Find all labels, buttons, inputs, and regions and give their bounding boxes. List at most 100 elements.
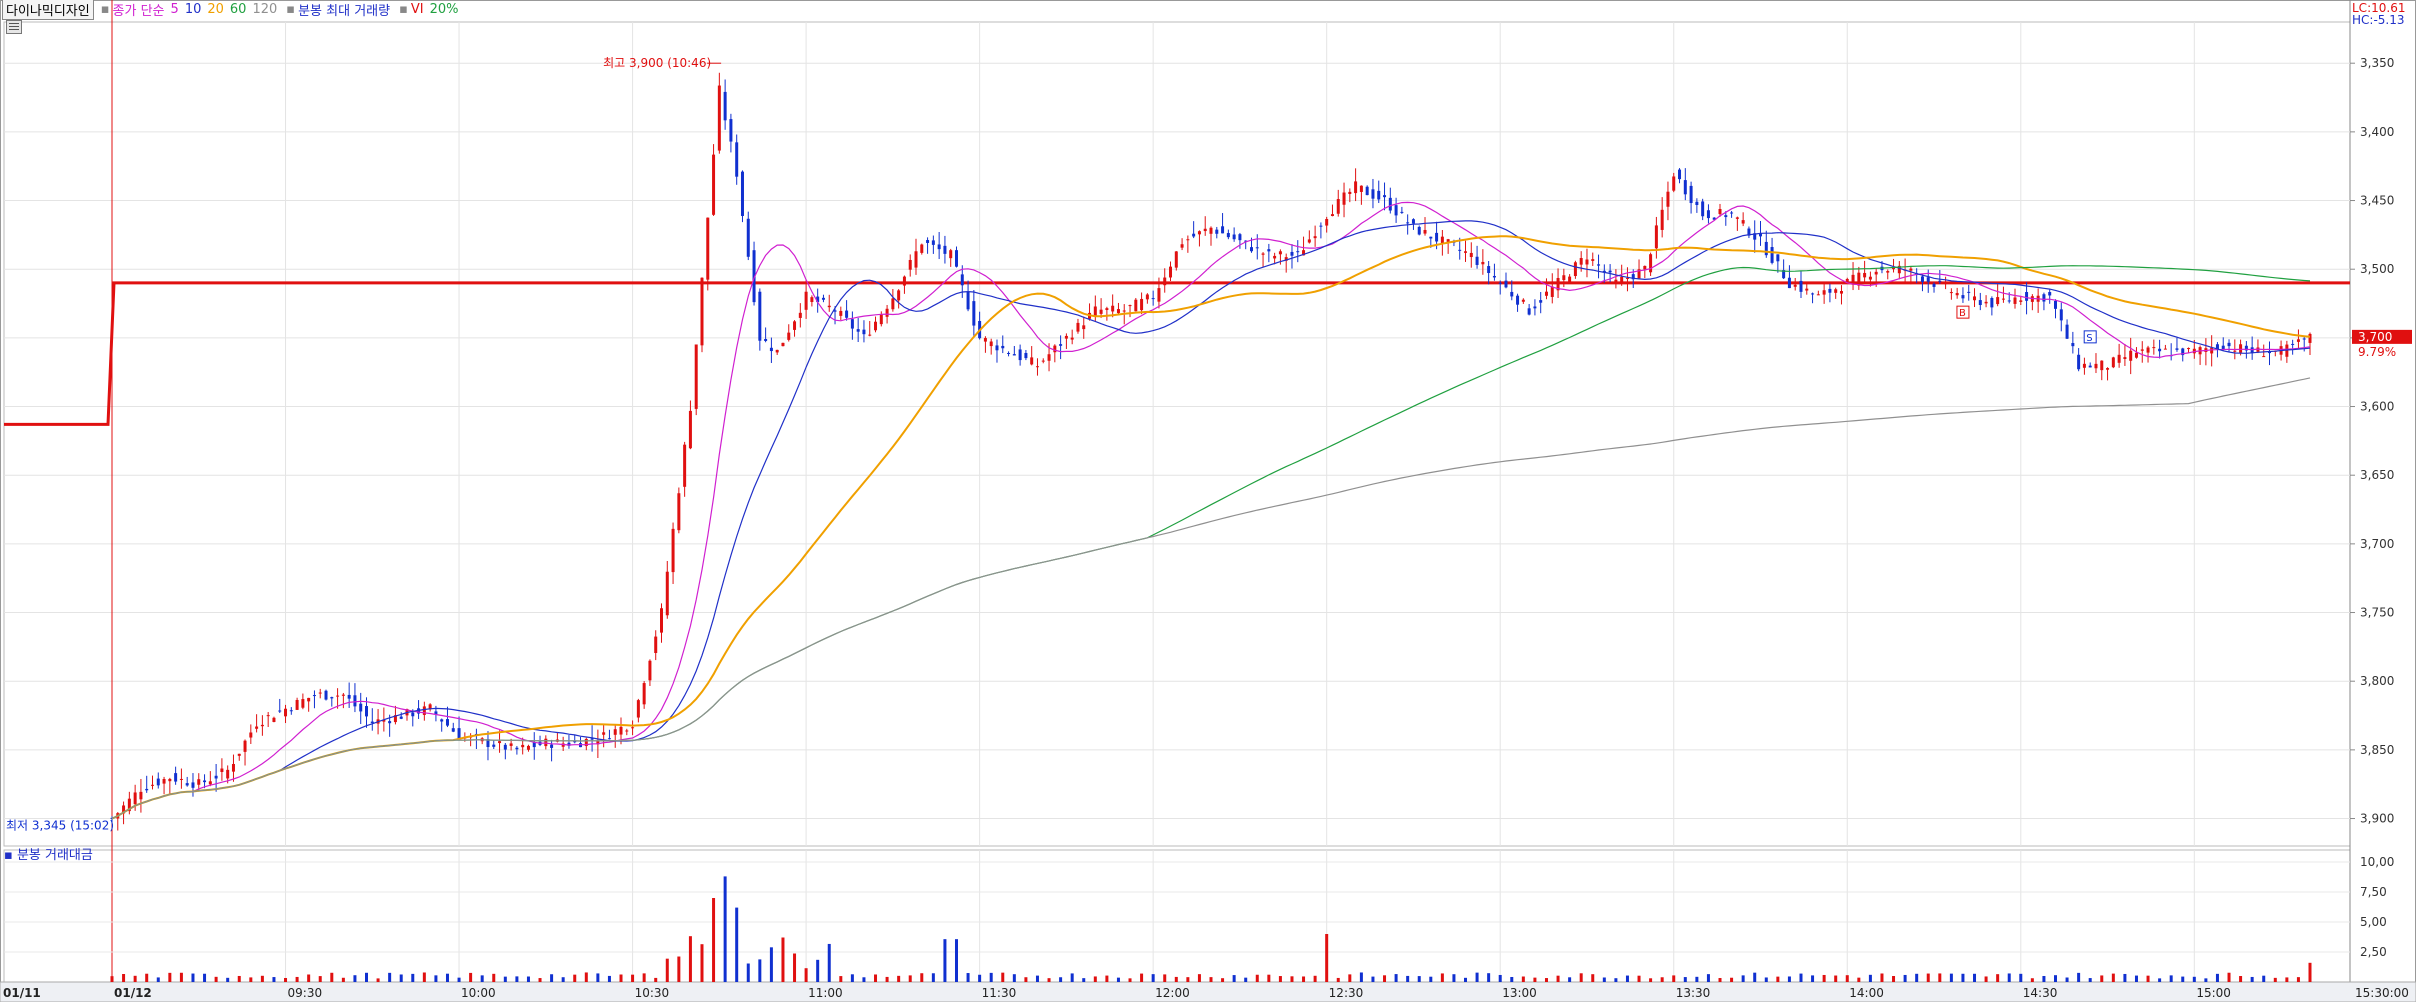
candle-body xyxy=(185,783,189,786)
volume-bar xyxy=(573,974,577,982)
candle-body xyxy=(1527,308,1531,315)
volume-bar xyxy=(214,976,218,982)
candle-body xyxy=(1221,226,1225,234)
volume-bar xyxy=(1406,975,1410,982)
candle-body xyxy=(422,706,426,715)
volume-bar xyxy=(1672,975,1676,982)
candle-body xyxy=(1313,236,1317,239)
volume-bar xyxy=(1093,976,1097,982)
volume-bar xyxy=(978,974,982,982)
candle-body xyxy=(1076,322,1080,332)
candle-body xyxy=(1394,205,1398,216)
volume-bar xyxy=(816,959,820,982)
candle-body xyxy=(1741,220,1745,224)
candle-body xyxy=(1573,262,1577,277)
candle-body xyxy=(266,715,270,717)
candle-body xyxy=(879,314,883,325)
candle-body xyxy=(197,779,201,785)
candle-body xyxy=(816,296,820,303)
menu-icon[interactable] xyxy=(6,20,22,34)
candle-body xyxy=(318,692,322,694)
candle-body xyxy=(1510,291,1514,297)
candle-body xyxy=(949,250,953,259)
candle-body xyxy=(700,277,704,346)
candle-body xyxy=(1157,288,1161,302)
candle-body xyxy=(1446,239,1450,243)
volume-bar xyxy=(989,972,993,982)
candle-body xyxy=(688,410,692,449)
candle-body xyxy=(931,240,935,245)
volume-bar xyxy=(920,973,924,982)
candle-body xyxy=(1232,234,1236,240)
candle-body xyxy=(2163,348,2167,350)
candle-body xyxy=(1047,354,1051,361)
time-tick-label: 14:30 xyxy=(2023,986,2058,1000)
candle-body xyxy=(723,91,727,121)
candle-body xyxy=(1764,241,1768,256)
volume-bar xyxy=(445,973,449,982)
candle-body xyxy=(1782,270,1786,279)
volume-bar xyxy=(596,973,600,982)
candle-body xyxy=(827,305,831,308)
candle-body xyxy=(897,290,901,301)
candle-body xyxy=(301,699,305,708)
candle-body xyxy=(526,745,530,750)
candle-body xyxy=(1643,265,1647,270)
candle-body xyxy=(845,310,849,318)
candle-body xyxy=(2094,363,2098,369)
candle-body xyxy=(839,310,843,316)
candle-body xyxy=(1325,218,1329,226)
candle-body xyxy=(2268,351,2272,354)
candle-body xyxy=(1932,283,1936,287)
time-axis-bar xyxy=(0,981,2416,1002)
candle-body xyxy=(1128,305,1132,307)
volume-bar xyxy=(677,956,681,982)
volume-bar xyxy=(688,936,692,982)
volume-bar xyxy=(1521,976,1525,982)
volume-bar xyxy=(1244,977,1248,982)
volume-bar xyxy=(793,953,797,982)
signal-marker-label: B xyxy=(1959,308,1966,319)
candle-body xyxy=(769,347,773,352)
time-tick-label: 15:30:00 xyxy=(2355,986,2409,1000)
candle-body xyxy=(2239,344,2243,353)
candle-body xyxy=(2042,294,2046,302)
volume-bar xyxy=(1348,974,1352,982)
price-tick-label: 3,850 xyxy=(2360,743,2394,757)
candle-body xyxy=(1053,345,1057,353)
candle-body xyxy=(1354,181,1358,194)
volume-tick-label: 7,50 xyxy=(2360,885,2387,899)
volume-bar xyxy=(422,972,426,982)
candle-body xyxy=(937,244,941,250)
candle-body xyxy=(2152,347,2156,349)
candle-body xyxy=(2296,339,2300,342)
time-tick-label: 10:00 xyxy=(461,986,496,1000)
candle-body xyxy=(1030,357,1034,365)
volume-bar xyxy=(1973,973,1977,982)
volume-bar xyxy=(330,972,334,982)
candle-body xyxy=(636,700,640,718)
candle-body xyxy=(1429,236,1433,239)
candle-body xyxy=(567,742,571,746)
volume-bar xyxy=(2123,973,2127,982)
candle-body xyxy=(1192,233,1196,237)
candle-body xyxy=(712,154,716,215)
candle-body xyxy=(1695,201,1699,206)
price-tick-label: 3,450 xyxy=(2360,194,2394,208)
candle-body xyxy=(1990,298,1994,308)
stock-name-box[interactable]: 다이나믹디자인 xyxy=(2,0,94,20)
volume-bar xyxy=(584,972,588,982)
candle-body xyxy=(307,697,311,702)
volume-bar xyxy=(1267,974,1271,982)
ma-120-label: 120 xyxy=(252,1,278,17)
candle-body xyxy=(1377,190,1381,200)
candle-body xyxy=(1863,272,1867,278)
volume-tick-label: 2,50 xyxy=(2360,945,2387,959)
candle-body xyxy=(179,778,183,780)
volume-bar xyxy=(1625,975,1629,982)
volume-legend: ▪ 분봉 거래대금 xyxy=(4,848,93,863)
volume-bar xyxy=(1776,976,1780,982)
candle-body xyxy=(1105,308,1109,311)
